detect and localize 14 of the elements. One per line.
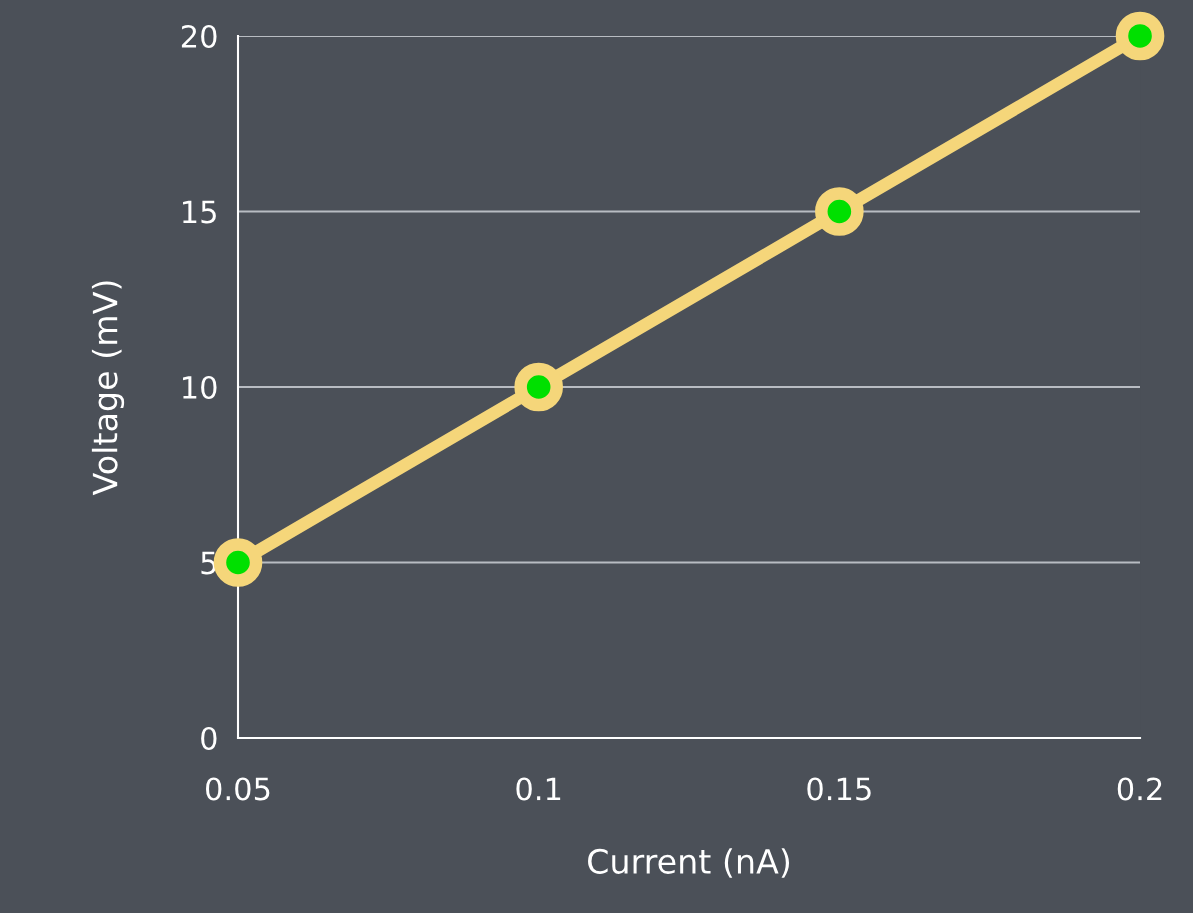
y-axis-title: Voltage (mV)	[91, 281, 125, 496]
point	[514, 362, 563, 412]
point	[1115, 11, 1165, 61]
x-tick-label: 0.1	[516, 777, 561, 801]
x-tick-label: 0.05	[206, 777, 270, 801]
y-tick-label: 15	[183, 200, 216, 224]
x-tick-label: 0.2	[1117, 777, 1162, 801]
x-tick-label: 0.15	[807, 777, 871, 801]
y-tick-label: 10	[183, 375, 217, 400]
y-tick-label: 20	[181, 24, 217, 49]
point	[213, 538, 263, 587]
y-tick-label: 0	[201, 726, 217, 751]
point	[815, 187, 864, 236]
x-axis-title: Current (nA)	[588, 848, 790, 878]
